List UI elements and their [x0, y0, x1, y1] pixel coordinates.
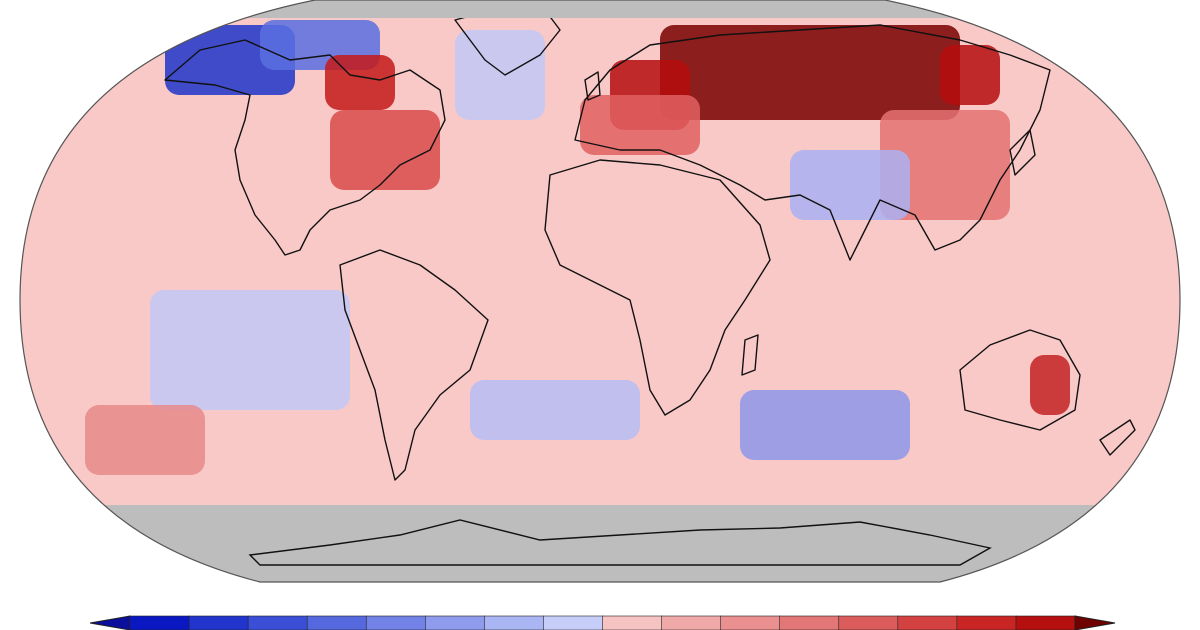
no-data-arctic [20, 0, 1180, 18]
colorbar-step [365, 615, 427, 630]
colorbar-step [602, 615, 663, 630]
colorbar-step [306, 615, 368, 630]
anomaly-patch-siberia [660, 25, 960, 120]
anomaly-patch-europe [580, 95, 700, 155]
anomaly-patch-indian-ocean-south [740, 390, 910, 460]
colorbar-step [838, 615, 899, 630]
antarctica-outline-top [248, 519, 992, 566]
eurasia-outline [574, 24, 1051, 261]
colorbar-step [956, 615, 1017, 630]
anomaly-patch-australia-east [1030, 355, 1070, 415]
africa-outline [544, 159, 771, 416]
colorbar-step [425, 615, 486, 630]
anomaly-patches [85, 20, 1070, 475]
anomaly-patch-india [790, 150, 910, 220]
colorbar-high-arrow [1074, 615, 1116, 630]
anomaly-patch-south-pacific [150, 290, 350, 410]
north-america-outline [164, 39, 446, 256]
colorbar-step [247, 615, 308, 630]
japan-outline [1009, 129, 1036, 176]
colorbar [89, 615, 1116, 630]
no-data-antarctic [20, 505, 1180, 582]
colorbar-step [897, 615, 958, 630]
anomaly-patch-south-atlantic [470, 380, 640, 440]
australia-outline [959, 329, 1081, 431]
new-zealand-outline [1099, 419, 1136, 456]
british-isles-outline [584, 71, 601, 101]
colorbar-step [1015, 615, 1076, 630]
colorbar-low-arrow [89, 615, 131, 630]
anomaly-patch-eastern-canada [330, 110, 440, 190]
anomaly-patch-north-atlantic [455, 30, 545, 120]
colorbar-step [543, 615, 604, 630]
colorbar-step [188, 615, 249, 630]
colorbar-step [779, 615, 840, 630]
colorbar-step [484, 615, 545, 630]
colorbar-step [661, 615, 722, 630]
south-america-outline [339, 249, 489, 481]
anomaly-patch-russia-west [940, 45, 1000, 105]
colorbar-step [129, 615, 190, 630]
anomaly-patch-east-asia [880, 110, 1010, 220]
madagascar-outline [741, 334, 759, 376]
anomaly-patch-hudson-bay [325, 55, 395, 110]
colorbar-step [720, 615, 781, 630]
anomaly-patch-south-pacific-east [85, 405, 205, 475]
